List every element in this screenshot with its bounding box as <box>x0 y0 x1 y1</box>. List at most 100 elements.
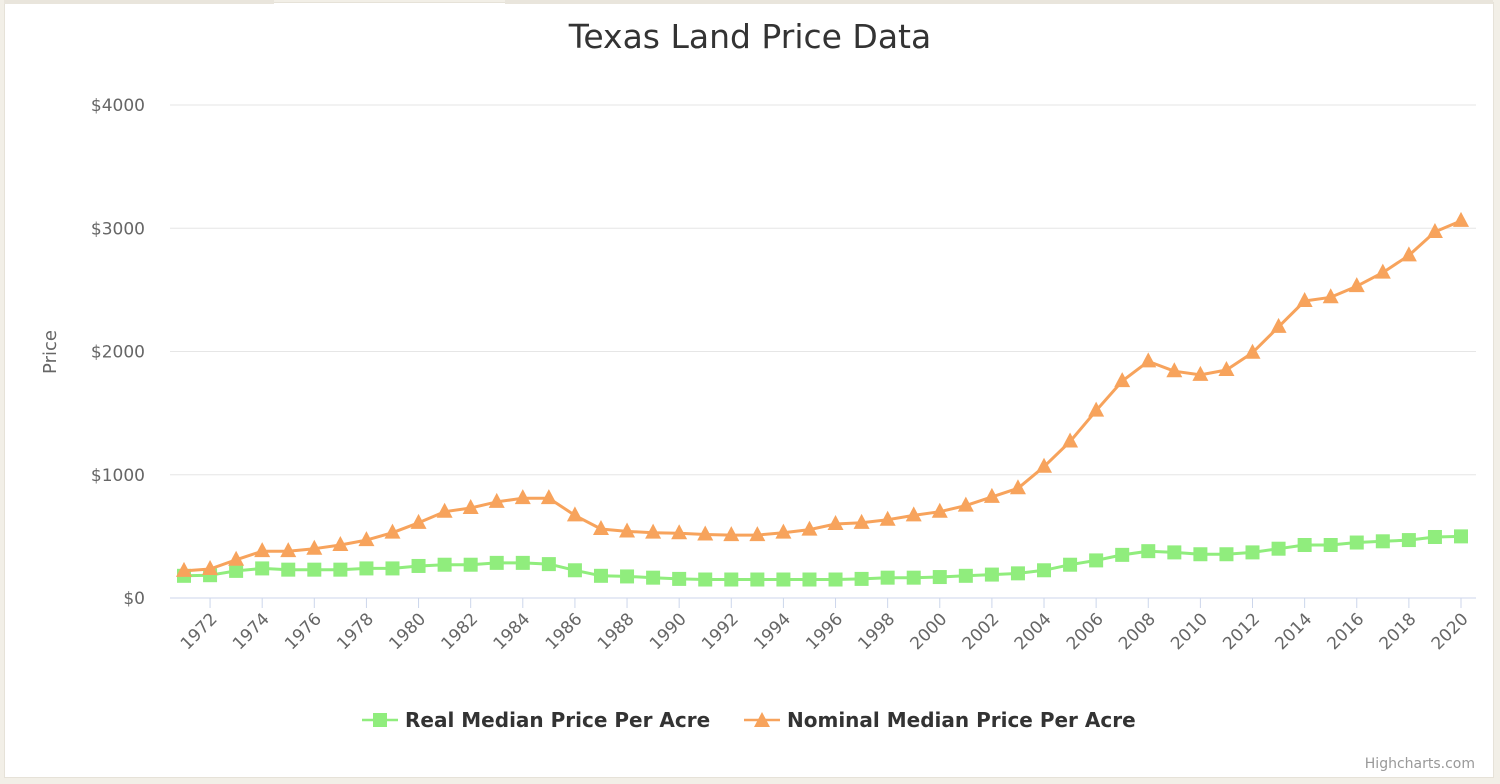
data-point-real[interactable] <box>620 569 635 584</box>
data-point-real[interactable] <box>1219 547 1234 562</box>
data-point-nominal[interactable] <box>983 487 1000 503</box>
data-point-nominal[interactable] <box>1036 457 1053 473</box>
data-point-nominal[interactable] <box>749 526 766 542</box>
data-point-real[interactable] <box>1010 566 1025 581</box>
data-point-real[interactable] <box>1167 545 1182 560</box>
data-point-nominal[interactable] <box>1400 246 1417 262</box>
data-point-nominal[interactable] <box>1296 291 1313 307</box>
data-point-real[interactable] <box>1323 538 1338 553</box>
data-point-nominal[interactable] <box>462 499 479 515</box>
data-point-nominal[interactable] <box>957 496 974 512</box>
data-point-nominal[interactable] <box>436 502 453 518</box>
data-point-real[interactable] <box>958 568 973 583</box>
data-point-nominal[interactable] <box>1062 432 1079 448</box>
data-point-nominal[interactable] <box>619 522 636 538</box>
data-point-real[interactable] <box>1375 534 1390 549</box>
data-point-real[interactable] <box>672 571 687 586</box>
data-point-real[interactable] <box>932 570 947 585</box>
data-point-nominal[interactable] <box>1009 479 1026 495</box>
data-point-real[interactable] <box>385 561 400 576</box>
data-point-real[interactable] <box>333 562 348 577</box>
data-point-nominal[interactable] <box>410 513 427 529</box>
data-point-real[interactable] <box>463 557 478 572</box>
data-point-nominal[interactable] <box>1140 352 1157 368</box>
data-point-nominal[interactable] <box>488 492 505 508</box>
data-point-nominal[interactable] <box>176 561 192 577</box>
data-point-nominal[interactable] <box>514 489 531 505</box>
data-point-nominal[interactable] <box>358 531 375 547</box>
data-point-real[interactable] <box>1401 533 1416 548</box>
data-point-nominal[interactable] <box>1088 401 1105 417</box>
data-point-nominal[interactable] <box>1348 277 1365 293</box>
data-point-nominal[interactable] <box>332 536 349 552</box>
data-point-nominal[interactable] <box>1166 362 1183 378</box>
data-point-nominal[interactable] <box>1192 365 1209 381</box>
data-point-nominal[interactable] <box>1270 317 1287 333</box>
data-point-real[interactable] <box>1297 538 1312 553</box>
data-point-real[interactable] <box>906 570 921 585</box>
data-point-real[interactable] <box>489 555 504 570</box>
data-point-real[interactable] <box>1141 544 1156 559</box>
data-point-nominal[interactable] <box>827 515 844 531</box>
data-point-nominal[interactable] <box>1374 263 1391 279</box>
data-point-real[interactable] <box>437 557 452 572</box>
data-point-nominal[interactable] <box>306 539 323 555</box>
data-point-nominal[interactable] <box>723 526 740 542</box>
data-point-real[interactable] <box>802 572 817 587</box>
data-point-real[interactable] <box>724 572 739 587</box>
data-point-real[interactable] <box>1427 529 1442 544</box>
data-point-nominal[interactable] <box>228 550 245 566</box>
data-point-nominal[interactable] <box>931 502 948 518</box>
data-point-nominal[interactable] <box>801 520 818 536</box>
data-point-real[interactable] <box>854 571 869 586</box>
data-point-real[interactable] <box>359 561 374 576</box>
data-point-real[interactable] <box>1271 541 1286 556</box>
data-point-real[interactable] <box>828 572 843 587</box>
data-point-real[interactable] <box>1115 547 1130 562</box>
data-point-real[interactable] <box>541 557 556 572</box>
data-point-real[interactable] <box>1037 563 1052 578</box>
data-point-real[interactable] <box>229 563 244 578</box>
data-point-nominal[interactable] <box>384 523 401 539</box>
data-point-real[interactable] <box>698 572 713 587</box>
data-point-nominal[interactable] <box>1218 360 1235 376</box>
data-point-real[interactable] <box>1089 553 1104 568</box>
legend-item-nominal[interactable]: Nominal Median Price Per Acre <box>744 708 1136 732</box>
data-point-nominal[interactable] <box>1453 211 1469 227</box>
data-point-real[interactable] <box>593 568 608 583</box>
data-point-real[interactable] <box>255 561 270 576</box>
data-point-nominal[interactable] <box>879 510 896 526</box>
data-point-real[interactable] <box>1193 547 1208 562</box>
data-point-nominal[interactable] <box>671 524 688 540</box>
credits-link[interactable]: Highcharts.com <box>1365 756 1475 772</box>
data-point-real[interactable] <box>984 567 999 582</box>
data-point-nominal[interactable] <box>775 523 792 539</box>
data-point-nominal[interactable] <box>1322 288 1339 304</box>
data-point-real[interactable] <box>1245 545 1260 560</box>
data-point-nominal[interactable] <box>1244 343 1261 359</box>
legend-item-real[interactable]: Real Median Price Per Acre <box>362 708 710 732</box>
data-point-nominal[interactable] <box>592 519 609 535</box>
data-point-nominal[interactable] <box>1114 372 1131 388</box>
data-point-nominal[interactable] <box>202 560 219 576</box>
data-point-real[interactable] <box>567 563 582 578</box>
data-point-real[interactable] <box>776 572 791 587</box>
data-point-real[interactable] <box>750 572 765 587</box>
data-point-nominal[interactable] <box>566 506 583 522</box>
data-point-real[interactable] <box>646 570 661 585</box>
data-point-real[interactable] <box>1063 557 1078 572</box>
data-point-nominal[interactable] <box>853 513 870 529</box>
data-point-nominal[interactable] <box>645 523 662 539</box>
data-point-nominal[interactable] <box>254 542 271 558</box>
data-point-nominal[interactable] <box>1426 222 1443 238</box>
data-point-nominal[interactable] <box>540 489 557 505</box>
data-point-real[interactable] <box>281 562 296 577</box>
data-point-nominal[interactable] <box>280 542 297 558</box>
data-point-real[interactable] <box>880 570 895 585</box>
data-point-real[interactable] <box>1349 535 1364 550</box>
data-point-real[interactable] <box>411 558 426 573</box>
data-point-real[interactable] <box>515 555 530 570</box>
data-point-nominal[interactable] <box>697 525 714 541</box>
data-point-real[interactable] <box>307 562 322 577</box>
data-point-nominal[interactable] <box>905 506 922 522</box>
